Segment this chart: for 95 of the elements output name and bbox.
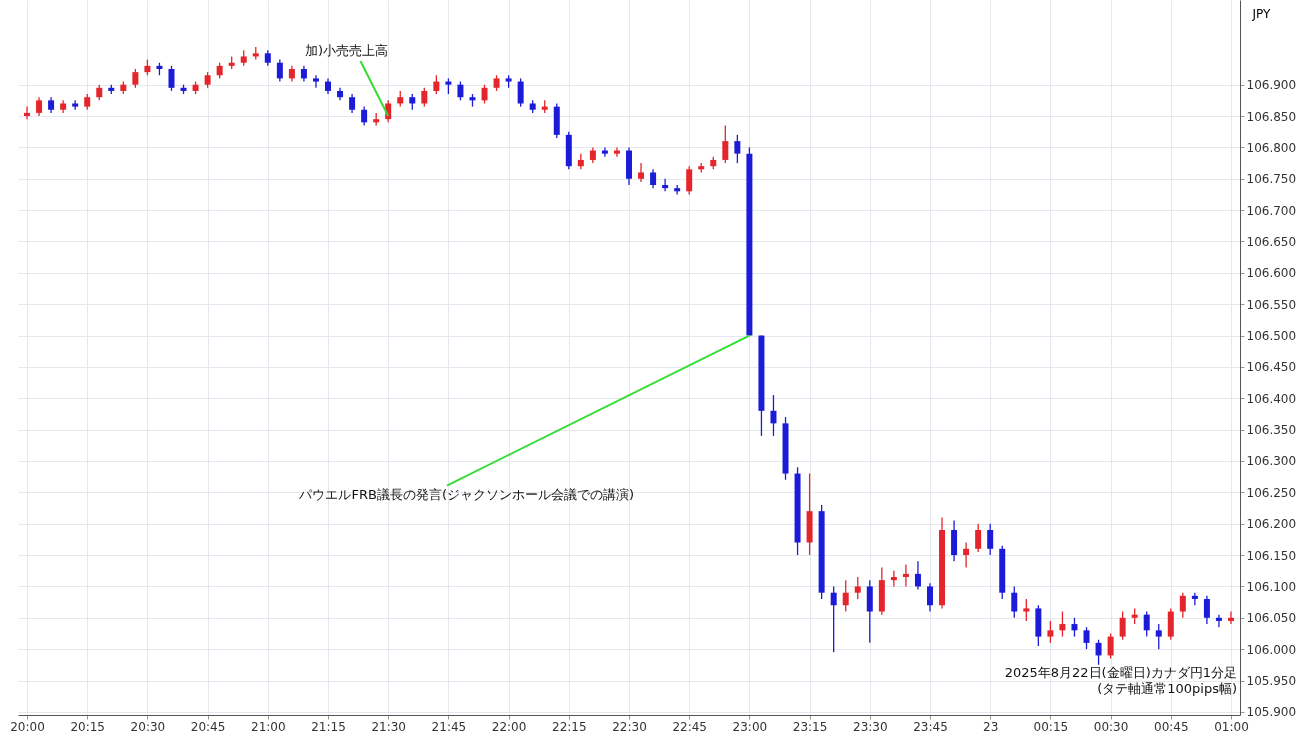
y-tick-label: 106.850 (1246, 109, 1297, 124)
x-tick-label: 21:30 (371, 719, 406, 734)
candlestick (349, 93, 356, 114)
x-tick-label: 20:15 (70, 719, 106, 734)
candlestick (1047, 620, 1054, 644)
candlestick (481, 84, 488, 105)
candlestick (613, 146, 620, 158)
y-tick-label: 106.750 (1246, 172, 1297, 187)
candlestick (132, 68, 139, 89)
candlestick (276, 58, 283, 83)
candlestick (902, 563, 909, 588)
candlestick (914, 560, 921, 591)
candlestick (1011, 585, 1018, 619)
y-tick-label: 106.200 (1246, 517, 1297, 532)
candlestick (638, 162, 645, 183)
candlestick (1143, 610, 1150, 638)
candlestick (650, 168, 657, 189)
x-tick-label: 20:00 (10, 719, 45, 734)
candlestick (830, 585, 837, 653)
candlestick (168, 65, 175, 92)
annotation: パウエルFRB議長の発言(ジャクソンホール会議での講演) (298, 486, 635, 502)
candlestick (722, 124, 729, 164)
candlestick (1215, 614, 1222, 628)
candlestick (770, 394, 777, 437)
y-tick-label: 106.150 (1246, 548, 1297, 563)
x-tick-label: 01:00 (1214, 719, 1249, 734)
candlestick (1179, 592, 1186, 619)
x-tick-label: 20:30 (130, 719, 166, 734)
candlestick (854, 576, 861, 600)
y-tick-label: 106.650 (1246, 234, 1297, 249)
candlestick (1059, 610, 1066, 638)
annotation: (タテ軸通常100pips幅) (1097, 681, 1237, 696)
y-tick-label: 106.900 (1246, 78, 1297, 93)
y-tick-label: 106.300 (1246, 454, 1297, 469)
candlestick (987, 523, 994, 556)
y-tick-label: 105.900 (1246, 705, 1297, 720)
candlestick (1119, 610, 1126, 641)
candlestick (421, 87, 428, 108)
x-tick-label: 23 (983, 719, 999, 734)
y-tick-label: 106.550 (1246, 297, 1297, 312)
candlestick (975, 523, 982, 553)
candlestick (926, 582, 933, 613)
y-tick-label: 106.450 (1246, 360, 1297, 375)
x-tick-label: 22:45 (672, 719, 707, 734)
candlestick (1191, 592, 1198, 606)
x-tick-label: 00:45 (1153, 719, 1189, 734)
candlestick (963, 541, 970, 569)
x-tick-label: 23:30 (853, 719, 888, 734)
y-tick-label: 105.950 (1246, 674, 1297, 688)
x-tick-label: 21:15 (311, 719, 346, 734)
y-tick-label: 106.600 (1246, 266, 1297, 281)
candlestick (734, 134, 741, 164)
y-tick-label: 106.050 (1246, 611, 1297, 626)
annotation: 加)小売売上高 (305, 43, 389, 59)
candlestick (890, 570, 897, 588)
candlestick (517, 77, 524, 108)
y-tick-label: 106.000 (1246, 642, 1297, 657)
candlestick (36, 96, 43, 117)
x-tick-label: 23:00 (732, 719, 768, 734)
candlestick (842, 579, 849, 613)
candlestick (1203, 595, 1210, 625)
y-tick-label: 106.350 (1246, 423, 1297, 438)
candlestick (1155, 623, 1162, 650)
candlestick (1071, 617, 1078, 638)
x-tick-label: 21:00 (251, 719, 286, 734)
x-tick-label: 00:15 (1033, 719, 1069, 734)
x-tick-label: 23:45 (913, 719, 948, 734)
x-tick-label: 20:45 (190, 719, 226, 734)
y-tick-label: 106.700 (1246, 203, 1297, 218)
x-tick-label: 22:00 (491, 719, 527, 734)
candlestick (686, 165, 693, 196)
candlestick (312, 74, 319, 89)
y-tick-label: 106.800 (1246, 140, 1297, 155)
x-tick-label: 23:15 (792, 719, 828, 734)
candlestick (24, 105, 31, 120)
x-tick-label: 22:30 (612, 719, 647, 734)
candlestick (601, 146, 608, 158)
candlestick (457, 80, 464, 101)
candlestick (1023, 598, 1030, 622)
candlestick (361, 105, 368, 127)
candlestick (433, 74, 440, 95)
candlestick (1095, 639, 1102, 666)
y-tick-label: 106.500 (1246, 329, 1297, 344)
x-tick-label: 21:45 (431, 719, 467, 734)
candlestick (1227, 610, 1234, 625)
candlestick (662, 178, 669, 192)
x-tick-label: 00:30 (1093, 719, 1129, 734)
annotation: 2025年8月22日(金曜日)カナダ円1分足 (1004, 665, 1237, 680)
y-axis-title: JPY (1251, 6, 1272, 21)
y-tick-label: 106.100 (1246, 579, 1297, 594)
y-tick-label: 106.400 (1246, 391, 1297, 406)
candlestick (1083, 626, 1090, 650)
candlestick (1107, 632, 1114, 660)
y-tick-label: 106.250 (1246, 485, 1297, 500)
x-tick-label: 22:15 (552, 719, 587, 734)
